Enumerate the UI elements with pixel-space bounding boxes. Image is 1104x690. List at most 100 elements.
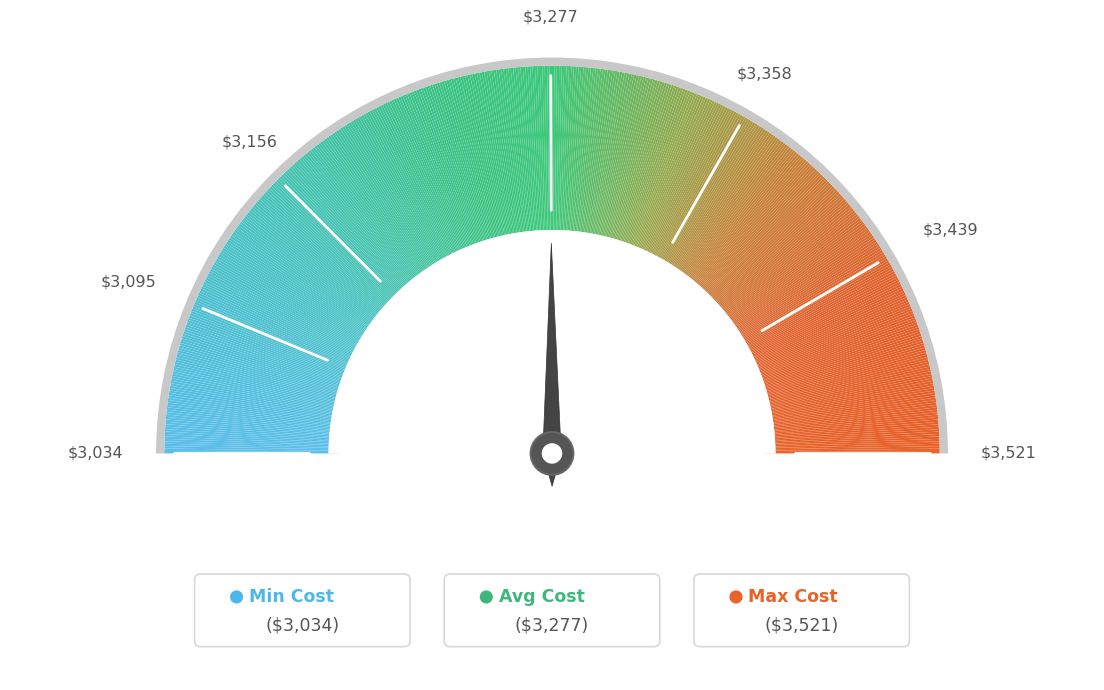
Wedge shape bbox=[191, 308, 344, 371]
Wedge shape bbox=[506, 68, 527, 232]
Wedge shape bbox=[251, 208, 379, 313]
Wedge shape bbox=[317, 144, 417, 276]
Wedge shape bbox=[328, 135, 424, 271]
Wedge shape bbox=[164, 441, 329, 448]
Wedge shape bbox=[750, 271, 895, 350]
Text: ($3,277): ($3,277) bbox=[514, 617, 590, 635]
Wedge shape bbox=[535, 66, 543, 230]
Wedge shape bbox=[211, 266, 357, 347]
Wedge shape bbox=[197, 297, 348, 365]
Wedge shape bbox=[775, 431, 940, 442]
Wedge shape bbox=[692, 152, 797, 280]
Wedge shape bbox=[516, 67, 532, 231]
Wedge shape bbox=[513, 68, 531, 231]
Wedge shape bbox=[636, 94, 699, 247]
Wedge shape bbox=[460, 76, 500, 237]
Wedge shape bbox=[475, 73, 509, 235]
Wedge shape bbox=[751, 277, 899, 353]
Wedge shape bbox=[704, 169, 817, 290]
Wedge shape bbox=[368, 111, 447, 257]
Wedge shape bbox=[188, 319, 342, 377]
Wedge shape bbox=[381, 105, 455, 253]
Text: ($3,521): ($3,521) bbox=[765, 617, 839, 635]
Wedge shape bbox=[613, 81, 660, 239]
Wedge shape bbox=[609, 79, 654, 238]
Wedge shape bbox=[425, 86, 480, 242]
Wedge shape bbox=[697, 158, 805, 284]
Wedge shape bbox=[255, 203, 382, 310]
Wedge shape bbox=[465, 75, 503, 236]
Wedge shape bbox=[287, 169, 400, 290]
Wedge shape bbox=[372, 109, 449, 255]
Wedge shape bbox=[730, 218, 861, 319]
Wedge shape bbox=[164, 431, 329, 442]
Wedge shape bbox=[477, 72, 510, 234]
Wedge shape bbox=[715, 188, 837, 302]
Wedge shape bbox=[169, 391, 331, 418]
Wedge shape bbox=[707, 174, 822, 293]
Wedge shape bbox=[237, 226, 371, 323]
Wedge shape bbox=[401, 96, 466, 248]
Wedge shape bbox=[285, 171, 399, 291]
Wedge shape bbox=[212, 264, 357, 346]
Wedge shape bbox=[169, 393, 331, 420]
Wedge shape bbox=[188, 317, 342, 377]
Wedge shape bbox=[279, 176, 396, 295]
Wedge shape bbox=[224, 244, 364, 334]
Wedge shape bbox=[745, 260, 890, 344]
Wedge shape bbox=[180, 341, 338, 390]
Wedge shape bbox=[185, 324, 341, 380]
Wedge shape bbox=[374, 108, 450, 255]
Wedge shape bbox=[710, 179, 828, 297]
Wedge shape bbox=[767, 350, 926, 395]
Wedge shape bbox=[267, 188, 389, 302]
Wedge shape bbox=[166, 417, 330, 434]
Wedge shape bbox=[712, 183, 831, 299]
Wedge shape bbox=[656, 110, 734, 256]
Wedge shape bbox=[732, 224, 866, 322]
Wedge shape bbox=[226, 241, 365, 333]
Circle shape bbox=[531, 432, 573, 475]
Wedge shape bbox=[309, 150, 413, 279]
Wedge shape bbox=[206, 275, 353, 352]
Wedge shape bbox=[194, 302, 347, 367]
Wedge shape bbox=[601, 75, 639, 236]
Wedge shape bbox=[671, 126, 762, 266]
Wedge shape bbox=[204, 279, 352, 355]
Wedge shape bbox=[772, 381, 933, 413]
Wedge shape bbox=[760, 310, 913, 373]
Wedge shape bbox=[294, 163, 404, 287]
Wedge shape bbox=[715, 190, 838, 302]
Wedge shape bbox=[684, 141, 784, 275]
Wedge shape bbox=[774, 417, 938, 434]
Wedge shape bbox=[757, 299, 909, 366]
Wedge shape bbox=[169, 388, 332, 417]
Wedge shape bbox=[631, 91, 692, 245]
Wedge shape bbox=[587, 70, 615, 233]
Wedge shape bbox=[771, 373, 932, 408]
Wedge shape bbox=[354, 119, 439, 261]
Wedge shape bbox=[755, 293, 906, 362]
Wedge shape bbox=[350, 121, 437, 263]
Wedge shape bbox=[168, 395, 331, 422]
Wedge shape bbox=[729, 216, 860, 317]
Wedge shape bbox=[208, 273, 354, 351]
Wedge shape bbox=[396, 97, 464, 249]
Wedge shape bbox=[585, 70, 613, 233]
Wedge shape bbox=[752, 282, 901, 356]
Wedge shape bbox=[724, 206, 852, 312]
Wedge shape bbox=[384, 103, 457, 252]
Wedge shape bbox=[590, 71, 619, 233]
Wedge shape bbox=[288, 168, 401, 290]
Wedge shape bbox=[720, 197, 845, 307]
Wedge shape bbox=[361, 115, 443, 259]
Wedge shape bbox=[595, 73, 629, 235]
Wedge shape bbox=[676, 130, 768, 268]
Wedge shape bbox=[164, 429, 329, 441]
Wedge shape bbox=[772, 383, 934, 414]
Wedge shape bbox=[489, 70, 517, 233]
Wedge shape bbox=[728, 214, 858, 317]
Wedge shape bbox=[435, 83, 486, 241]
Wedge shape bbox=[683, 140, 782, 273]
Wedge shape bbox=[302, 155, 410, 282]
